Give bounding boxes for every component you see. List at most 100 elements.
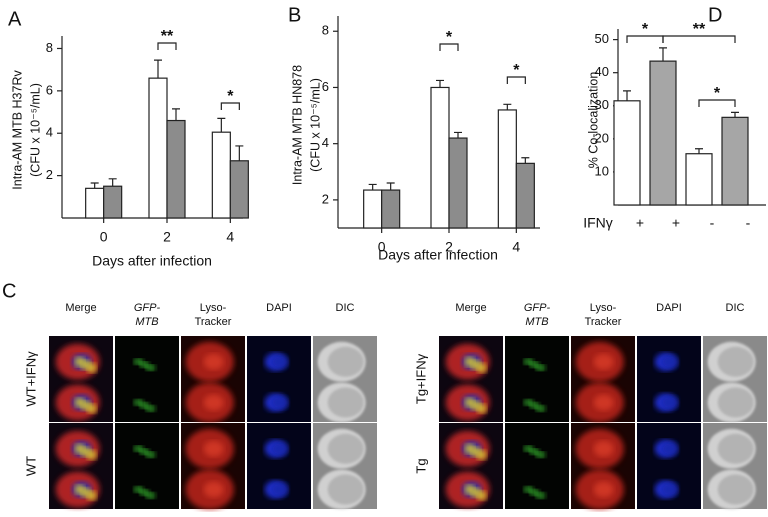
error-bar [521,157,530,164]
y-axis-label: (CFU x 10⁻⁵/mL) [308,78,322,172]
bar [166,119,186,219]
cell-signal [86,449,97,460]
row-label: WT+IFNγ [23,351,38,407]
column-header: DIC [336,302,355,314]
cell-signal [203,353,224,370]
y-tick-label: 8 [322,23,329,38]
cell-signal [528,358,535,365]
x-axis-label: Days after infection [92,253,212,269]
x-tick-label: 0 [100,229,108,245]
cell-signal [86,490,97,501]
cell-signal [593,440,614,457]
cell-signal [138,358,145,365]
y-tick-label: 4 [46,125,53,140]
bar [721,116,749,206]
bar [613,100,641,206]
error-bar [154,59,162,79]
error-bar [623,90,631,101]
significance-bracket [698,99,736,107]
cell-signal [717,474,754,505]
cell-signal [86,403,97,414]
cell-signal [660,482,679,497]
error-bar [454,131,462,139]
cell-signal [534,489,541,496]
bar [430,86,450,229]
cell-signal [593,353,614,370]
column-header: GFP-MTB [134,302,161,328]
column-header: Lyso-Tracker [585,302,622,328]
panel-label: C [2,280,16,302]
cell-signal [660,395,679,410]
cell-signal [534,448,541,455]
cell-signal [270,354,289,369]
y-tick-label: 2 [322,191,329,206]
cell-signal [593,394,614,411]
x-tick-label: 0 [378,239,386,255]
cell-signal [203,440,224,457]
cell-signal [270,482,289,497]
cell-signal [327,346,364,377]
significance-bracket [220,102,240,110]
significance-label: * [714,85,721,102]
y-tick-label: 20 [595,130,609,145]
error-bar [235,145,244,161]
x-tick-label: + [672,215,680,231]
cell-signal [150,492,157,499]
cell-signal [534,402,541,409]
error-bar [436,79,444,88]
error-bar [90,182,99,189]
y-tick-label: 6 [46,82,53,97]
bar [363,189,383,229]
x-tick-label: + [636,215,644,231]
cell-signal [476,403,487,414]
x-tick-label: 2 [163,229,171,245]
y-tick-label: 10 [595,163,609,178]
bar [685,153,713,206]
error-bar [368,183,377,191]
y-tick-label: 30 [595,97,609,112]
cell-signal [150,451,157,458]
bar [148,77,168,219]
cell-signal [476,490,487,501]
bar [211,131,231,219]
cell-signal [327,387,364,418]
cell-signal [86,362,97,373]
error-bar [172,108,180,121]
error-bar [386,182,395,191]
error-bar [217,117,226,133]
bar [381,189,401,229]
significance-bracket [157,42,177,50]
cell-signal [270,395,289,410]
significance-bracket [439,43,459,51]
cell-signal [540,364,547,371]
error-bar [108,178,117,187]
bar [515,162,535,229]
cell-signal [144,361,151,368]
y-tick-label: 4 [322,135,329,150]
x-axis-label: IFNγ [583,215,613,231]
error-bar [731,111,739,118]
significance-label: * [513,62,520,79]
column-header: DAPI [656,302,682,314]
row-label: Tg+IFNγ [413,353,428,404]
column-header: Lyso-Tracker [195,302,232,328]
cell-signal [717,387,754,418]
y-tick-label: 8 [46,40,53,55]
cell-signal [534,361,541,368]
bar [649,60,677,206]
cell-signal [270,441,289,456]
error-bar [659,47,667,62]
cell-signal [476,362,487,373]
row-label: Tg [413,458,428,473]
cell-signal [593,481,614,498]
bar [229,160,249,219]
cell-signal [327,433,364,464]
significance-label: * [446,29,453,46]
cell-signal [144,402,151,409]
y-axis-label: % Co-localization [586,72,600,169]
column-header: GFP-MTB [524,302,551,328]
column-header: Merge [455,302,486,314]
x-tick-label: 4 [512,239,520,255]
panel-label: A [8,8,22,30]
y-axis-label: Intra-AM MTB H37Rv [10,70,24,190]
